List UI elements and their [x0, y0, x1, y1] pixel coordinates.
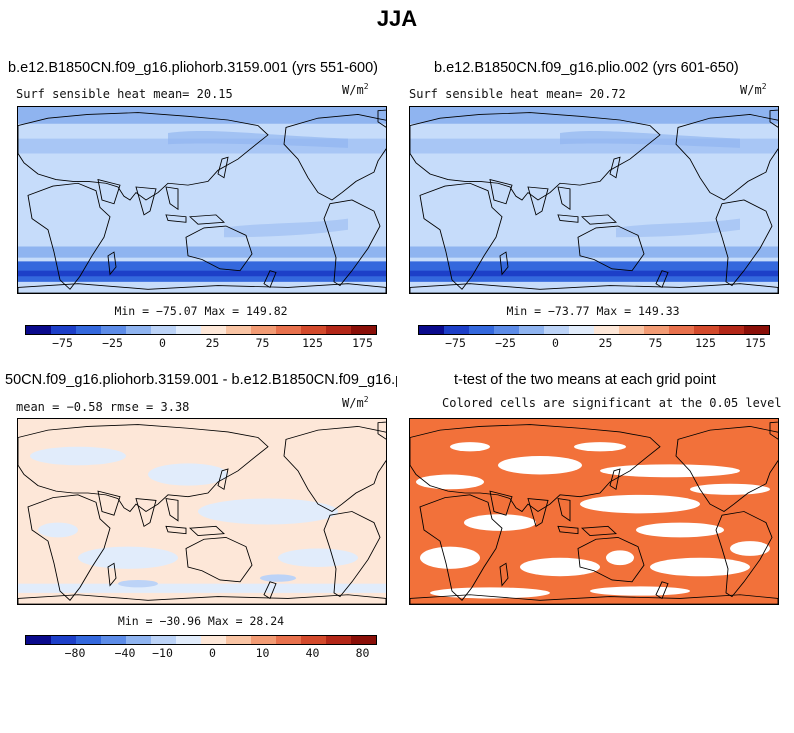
colorbar-swatch	[744, 326, 769, 334]
colorbar-swatch	[251, 636, 276, 644]
colorbar-swatch	[594, 326, 619, 334]
colorbar-tick-label: −25	[102, 336, 123, 350]
colorbar-swatch	[101, 326, 126, 334]
colorbar-tick-label: 25	[205, 336, 220, 350]
panel-2-colorbar-ticks: −75 −25 0 25 75 125 175	[418, 336, 770, 350]
panel-1-title: b.e12.B1850CN.f09_g16.pliohorb.3159.001 …	[8, 60, 379, 76]
panel-1-minmax: Min = −75.07 Max = 149.82	[114, 304, 288, 318]
colorbar-swatch	[351, 326, 376, 334]
colorbar-swatch	[201, 636, 226, 644]
panel-3-minmax: Min = −30.96 Max = 28.24	[117, 614, 285, 628]
colorbar-tick-label: 0	[552, 336, 559, 350]
colorbar-tick-label: 175	[745, 336, 766, 350]
colorbar-swatch	[176, 636, 201, 644]
colorbar-swatch	[644, 326, 669, 334]
colorbar-swatch	[76, 326, 101, 334]
colorbar-swatch	[101, 636, 126, 644]
panel-1-units: W/m2	[342, 82, 369, 97]
colorbar-tick-label: 75	[255, 336, 270, 350]
colorbar-swatch	[276, 326, 301, 334]
panel-3-units: W/m2	[342, 395, 369, 410]
panel-1-variable-mean: Surf sensible heat mean= 20.15	[16, 87, 233, 101]
panel-4-map	[409, 418, 779, 605]
colorbar-swatch	[419, 326, 444, 334]
panel-4-subtitle: Colored cells are significant at the 0.0…	[442, 396, 782, 410]
colorbar-tick-label: 125	[695, 336, 716, 350]
colorbar-swatch	[444, 326, 469, 334]
colorbar-swatch	[226, 636, 251, 644]
panel-3-title: 50CN.f09_g16.pliohorb.3159.001 - b.e12.B…	[5, 372, 397, 388]
colorbar-swatch	[276, 636, 301, 644]
colorbar-tick-label: 175	[352, 336, 373, 350]
colorbar-tick-label: 75	[648, 336, 663, 350]
colorbar-swatch	[469, 326, 494, 334]
colorbar-swatch	[51, 326, 76, 334]
colorbar-swatch	[251, 326, 276, 334]
colorbar-swatch	[226, 326, 251, 334]
panel-1-colorbar-ticks: −75 −25 0 25 75 125 175	[25, 336, 377, 350]
colorbar-tick-label: 80	[355, 646, 370, 660]
colorbar-swatch	[569, 326, 594, 334]
panel-3-colorbar	[25, 635, 377, 645]
panel-2-minmax: Min = −73.77 Max = 149.33	[506, 304, 680, 318]
panel-3-mean-rmse: mean = −0.58 rmse = 3.38	[16, 400, 190, 414]
colorbar-swatch	[126, 636, 151, 644]
colorbar-tick-label: 0	[159, 336, 166, 350]
colorbar-swatch	[151, 636, 176, 644]
colorbar-tick-label: −40	[114, 646, 136, 660]
panel-1-colorbar	[25, 325, 377, 335]
colorbar-swatch	[76, 636, 101, 644]
colorbar-swatch	[201, 326, 226, 334]
colorbar-tick-label: −10	[152, 646, 173, 660]
panel-3-colorbar-ticks: −80 −40 −10 0 10 40 80	[25, 646, 377, 660]
colorbar-swatch	[494, 326, 519, 334]
figure-title: JJA	[376, 6, 418, 31]
colorbar-swatch	[694, 326, 719, 334]
colorbar-tick-label: 0	[209, 646, 216, 660]
colorbar-swatch	[126, 326, 151, 334]
colorbar-swatch	[669, 326, 694, 334]
panel-3-map	[17, 418, 387, 605]
colorbar-swatch	[719, 326, 744, 334]
colorbar-swatch	[151, 326, 176, 334]
colorbar-swatch	[619, 326, 644, 334]
colorbar-swatch	[326, 636, 351, 644]
colorbar-tick-label: −75	[445, 336, 466, 350]
colorbar-swatch	[51, 636, 76, 644]
panel-2-variable-mean: Surf sensible heat mean= 20.72	[409, 87, 626, 101]
colorbar-tick-label: −75	[52, 336, 73, 350]
colorbar-swatch	[26, 636, 51, 644]
colorbar-swatch	[176, 326, 201, 334]
panel-2-colorbar	[418, 325, 770, 335]
colorbar-swatch	[326, 326, 351, 334]
colorbar-swatch	[544, 326, 569, 334]
colorbar-tick-label: 125	[302, 336, 323, 350]
colorbar-tick-label: −25	[495, 336, 516, 350]
colorbar-tick-label: 25	[598, 336, 613, 350]
colorbar-tick-label: 10	[255, 646, 270, 660]
panel-1-map	[17, 106, 387, 294]
colorbar-tick-label: 40	[305, 646, 320, 660]
colorbar-swatch	[351, 636, 376, 644]
colorbar-swatch	[519, 326, 544, 334]
panel-4-title: t-test of the two means at each grid poi…	[454, 372, 716, 388]
colorbar-swatch	[301, 326, 326, 334]
colorbar-tick-label: −80	[64, 646, 86, 660]
panel-2-map	[409, 106, 779, 294]
colorbar-swatch	[26, 326, 51, 334]
panel-2-units: W/m2	[740, 82, 767, 97]
panel-2-title: b.e12.B1850CN.f09_g16.plio.002 (yrs 601-…	[434, 60, 739, 76]
colorbar-swatch	[301, 636, 326, 644]
